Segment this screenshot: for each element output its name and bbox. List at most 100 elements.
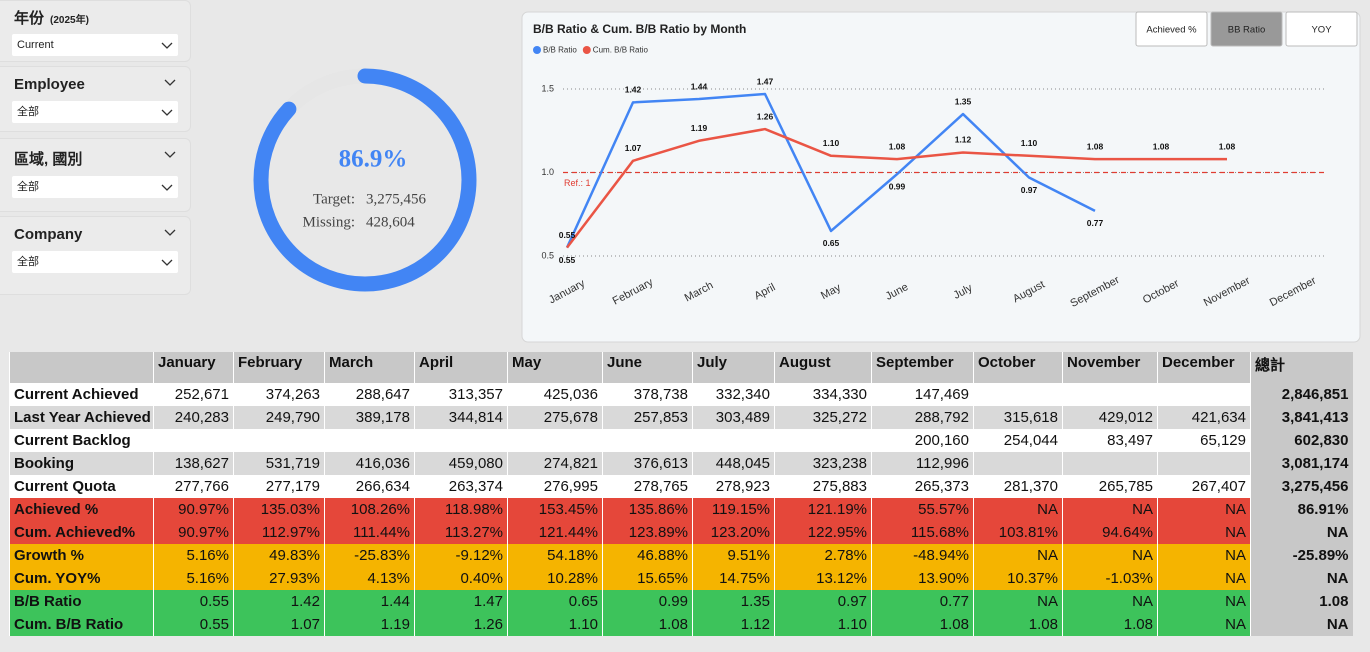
- filter-card: Employee 全部: [0, 66, 191, 132]
- filter-value: Current: [17, 39, 54, 51]
- legend-label: Cum. B/B Ratio: [593, 46, 649, 55]
- filter-card: Company 全部: [0, 216, 191, 295]
- table-cell: 1.08: [602, 613, 693, 636]
- table-cell: 0.65: [507, 590, 603, 613]
- table-cell: 138,627: [153, 452, 234, 475]
- filter-dropdown[interactable]: 全部: [12, 101, 178, 123]
- table-cell: [507, 429, 603, 452]
- chart-card: [521, 11, 1361, 343]
- table-row: Current Achieved 252,671 374,263 288,647 313…: [9, 383, 1353, 406]
- table-cell: NA: [1157, 544, 1251, 567]
- chevron-icon: [161, 184, 173, 191]
- table-cell: 323,238: [774, 452, 872, 475]
- column-header: August: [774, 352, 872, 383]
- table-cell: 0.40%: [414, 567, 508, 590]
- row-total: NA: [1250, 567, 1353, 590]
- table-row: Growth % 5.16% 49.83% -25.83% -9.12% 54.18% 46…: [9, 544, 1353, 567]
- row-total: NA: [1250, 521, 1353, 544]
- table-cell: 54.18%: [507, 544, 603, 567]
- gauge-row-label: Target:: [313, 191, 355, 207]
- header-row: January February March April May June July Augu…: [9, 352, 1353, 383]
- y-tick-label: 1.0: [541, 167, 554, 177]
- filter-dropdown[interactable]: 全部: [12, 176, 178, 198]
- table-cell: 200,160: [871, 429, 974, 452]
- data-label: 0.99: [889, 181, 906, 191]
- table-row: Last Year Achieved 240,283 249,790 389,178 3…: [9, 406, 1353, 429]
- table-cell: 332,340: [692, 383, 775, 406]
- table-cell: 1.08: [1062, 613, 1158, 636]
- table-cell: 240,283: [153, 406, 234, 429]
- row-label: Achieved %: [9, 498, 154, 521]
- table-row: Cum. YOY% 5.16% 27.93% 4.13% 0.40% 10.28% 15.6…: [9, 567, 1353, 590]
- table-cell: NA: [1157, 590, 1251, 613]
- view-button[interactable]: [1285, 11, 1358, 47]
- filter-value: 全部: [17, 256, 39, 268]
- table-cell: NA: [973, 498, 1063, 521]
- column-header: March: [324, 352, 415, 383]
- table-cell: 111.44%: [324, 521, 415, 544]
- table-cell: 122.95%: [774, 521, 872, 544]
- data-label: 0.55: [559, 255, 576, 265]
- filter-dropdown[interactable]: Current: [12, 34, 178, 56]
- table-cell: [1062, 452, 1158, 475]
- table-cell: 325,272: [774, 406, 872, 429]
- reference-label: Ref.: 1: [564, 178, 591, 188]
- data-label: 1.08: [1153, 141, 1170, 151]
- table-cell: 15.65%: [602, 567, 693, 590]
- table-cell: 1.42: [233, 590, 325, 613]
- row-total: 602,830: [1250, 429, 1353, 452]
- table-cell: 1.35: [692, 590, 775, 613]
- data-label: 1.08: [1219, 141, 1236, 151]
- table-cell: NA: [1157, 498, 1251, 521]
- table-cell: NA: [1157, 567, 1251, 590]
- row-label: Last Year Achieved: [9, 406, 154, 429]
- table-cell: 274,821: [507, 452, 603, 475]
- gauge-value: 86.9%: [339, 146, 408, 173]
- table-cell: 135.86%: [602, 498, 693, 521]
- column-header: June: [602, 352, 693, 383]
- table-cell: 103.81%: [973, 521, 1063, 544]
- table-cell: -25.83%: [324, 544, 415, 567]
- row-label: B/B Ratio: [9, 590, 154, 613]
- table-cell: 1.47: [414, 590, 508, 613]
- table-cell: 115.68%: [871, 521, 974, 544]
- table-cell: [153, 429, 234, 452]
- view-button[interactable]: [1210, 11, 1283, 47]
- series-line: [565, 92, 1096, 249]
- table-cell: 1.08: [973, 613, 1063, 636]
- table-cell: 5.16%: [153, 544, 234, 567]
- table-cell: NA: [973, 544, 1063, 567]
- table-cell: 49.83%: [233, 544, 325, 567]
- row-label: Cum. B/B Ratio: [9, 613, 154, 636]
- data-label: 1.19: [691, 123, 708, 133]
- data-label: 0.77: [1087, 218, 1104, 228]
- column-header: January: [153, 352, 234, 383]
- view-button[interactable]: [1135, 11, 1208, 47]
- filter-dropdown[interactable]: 全部: [12, 251, 178, 273]
- table-cell: [973, 452, 1063, 475]
- table-cell: 121.44%: [507, 521, 603, 544]
- gauge-row-label: Missing:: [302, 214, 355, 230]
- view-button-label: BB Ratio: [1228, 25, 1266, 36]
- table-cell: [1062, 383, 1158, 406]
- legend-marker: [582, 46, 591, 54]
- table-cell: 303,489: [692, 406, 775, 429]
- table-cell: 108.26%: [324, 498, 415, 521]
- filter-label: 區域, 國別: [14, 151, 83, 168]
- row-label: Growth %: [9, 544, 154, 567]
- table-cell: 1.12: [692, 613, 775, 636]
- table-cell: 376,613: [602, 452, 693, 475]
- column-header: October: [973, 352, 1063, 383]
- data-label: 0.55: [559, 230, 576, 240]
- table-cell: 378,738: [602, 383, 693, 406]
- table-cell: 123.89%: [602, 521, 693, 544]
- table-row: Current Quota 277,766 277,179 266,634 263,37…: [9, 475, 1353, 498]
- table-cell: 1.19: [324, 613, 415, 636]
- table-cell: 10.28%: [507, 567, 603, 590]
- data-label: 1.26: [757, 111, 774, 121]
- table-cell: 147,469: [871, 383, 974, 406]
- table-cell: 429,012: [1062, 406, 1158, 429]
- table-cell: 90.97%: [153, 521, 234, 544]
- filter-label: Company: [14, 226, 83, 243]
- row-total: 86.91%: [1250, 498, 1353, 521]
